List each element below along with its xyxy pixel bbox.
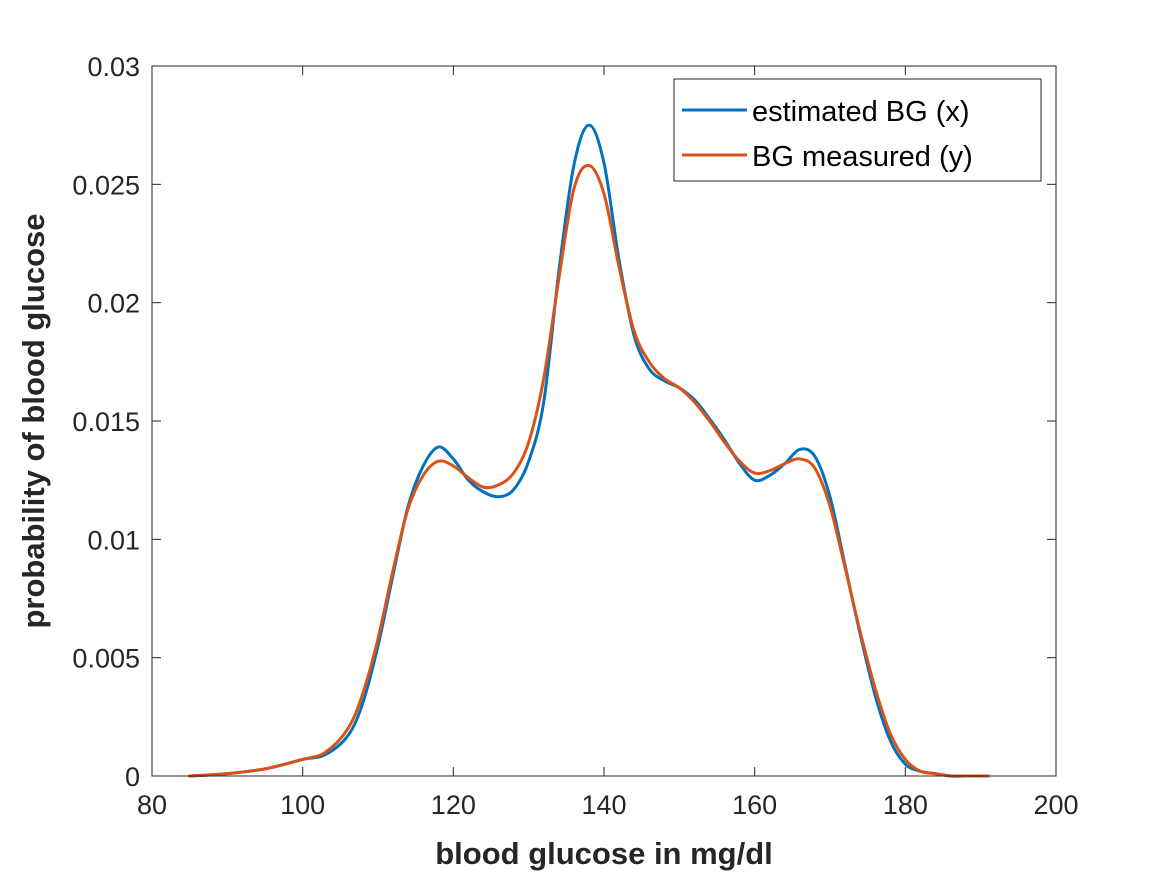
y-tick-label: 0.015 — [72, 407, 140, 437]
y-tick-label: 0 — [125, 762, 140, 792]
y-ticks: 0 0.005 0.01 0.015 0.02 0.025 0.03 — [72, 52, 1056, 792]
x-tick-label: 140 — [581, 790, 626, 820]
x-ticks: 80 100 120 140 160 180 200 — [137, 66, 1079, 820]
plot-area — [152, 66, 1056, 776]
y-tick-label: 0.01 — [87, 525, 140, 555]
series-lines — [188, 123, 990, 778]
y-tick-label: 0.025 — [72, 170, 140, 200]
y-axis-title: probability of blood glucose — [16, 213, 51, 628]
x-tick-label: 80 — [137, 790, 167, 820]
legend-label-estimated: estimated BG (x) — [752, 96, 970, 128]
y-tick-label: 0.03 — [87, 52, 140, 82]
x-tick-label: 180 — [883, 790, 928, 820]
legend-box — [673, 78, 1042, 182]
plot-frame — [151, 65, 1057, 777]
x-axis-title: blood glucose in mg/dl — [435, 836, 773, 871]
x-tick-label: 100 — [280, 790, 325, 820]
x-tick-label: 160 — [732, 790, 777, 820]
y-tick-label: 0.02 — [87, 289, 140, 319]
legend: estimated BG (x) BG measured (y) — [673, 78, 1042, 182]
series-line-measured — [188, 163, 990, 778]
x-tick-label: 120 — [431, 790, 476, 820]
legend-label-measured: BG measured (y) — [752, 141, 973, 173]
y-tick-label: 0.005 — [72, 644, 140, 674]
x-tick-label: 200 — [1033, 790, 1078, 820]
